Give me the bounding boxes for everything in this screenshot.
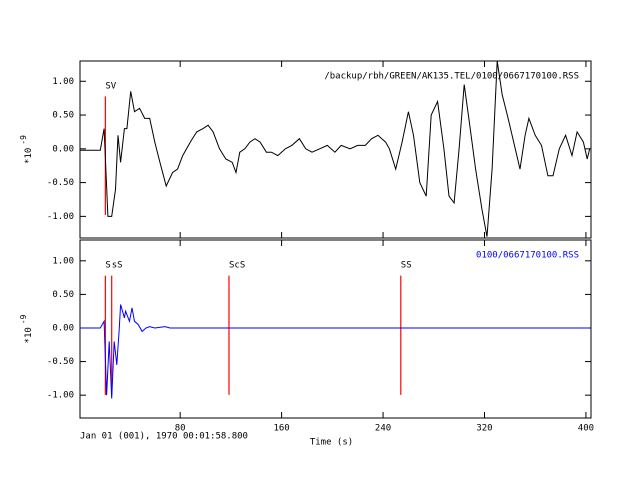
y-tick-label: -0.50 [47,178,74,188]
phase-label: SS [401,260,412,270]
panel-title: /backup/rbh/GREEN/AK135.TEL/0100/0667170… [324,72,579,82]
x-tick-label: 80 [175,424,186,434]
y-tick-label: 0.50 [52,290,74,300]
y-axis-label-exponent: -9 [19,135,28,145]
x-tick-label: 160 [273,424,289,434]
y-axis-label: *10-9 [19,135,34,164]
plot-frame [79,239,592,419]
date-label: Jan 01 (001), 1970 00:01:58.800 [80,432,248,442]
y-tick-label: -1.00 [47,391,74,401]
y-axis-label-base: *10 [24,327,34,343]
y-tick-label: -0.50 [47,357,74,367]
panel-title: 0100/0667170100.RSS [476,251,579,261]
phase-label: S [105,260,110,270]
x-tick-label: 240 [375,424,391,434]
x-tick-label: 400 [578,424,594,434]
y-axis-label: *10-9 [19,314,34,343]
x-tick-label: 320 [476,424,492,434]
y-axis-label-exponent: -9 [19,314,28,324]
plot-frame [79,60,592,239]
y-tick-label: 0.00 [52,144,74,154]
trace [80,304,590,399]
y-axis-label-base: *10 [24,148,34,164]
x-axis-label: Time (s) [310,438,353,448]
y-tick-label: 1.00 [52,256,74,266]
y-tick-label: 0.00 [52,323,74,333]
y-tick-label: 0.50 [52,111,74,121]
phase-label: SV [105,81,116,91]
phase-label: sS [112,260,123,270]
y-tick-label: 1.00 [52,77,74,87]
trace [80,60,591,237]
y-tick-label: -1.00 [47,212,74,222]
phase-label: ScS [229,260,245,270]
